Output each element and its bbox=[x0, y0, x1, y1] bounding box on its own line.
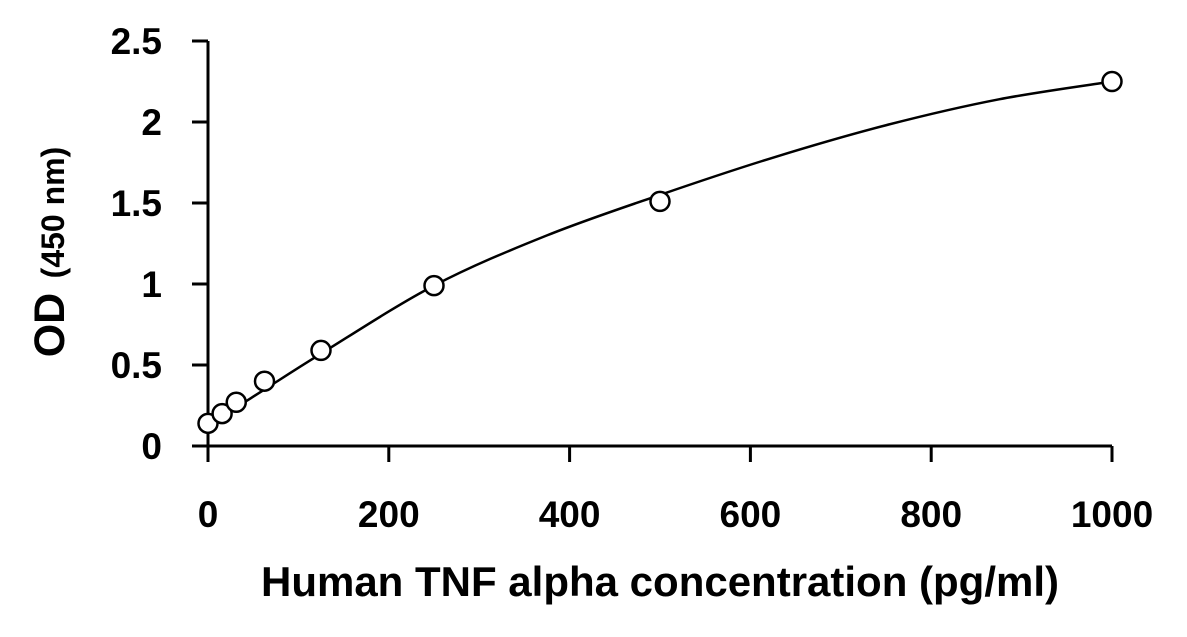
y-axis-title: OD (450 nm) bbox=[26, 147, 74, 358]
x-axis-title: Human TNF alpha concentration (pg/ml) bbox=[261, 558, 1059, 605]
x-tick-label: 0 bbox=[198, 494, 219, 535]
fit-curve-line bbox=[207, 80, 1113, 422]
y-tick-label: 2 bbox=[141, 102, 162, 143]
data-point bbox=[423, 274, 445, 297]
y-tick-label: 0.5 bbox=[111, 345, 162, 386]
data-point bbox=[253, 370, 276, 392]
x-tick-label: 600 bbox=[720, 494, 782, 535]
data-point bbox=[310, 339, 332, 362]
x-tick-label: 400 bbox=[539, 494, 601, 535]
y-tick-label: 2.5 bbox=[111, 21, 162, 62]
x-tick-label: 800 bbox=[900, 494, 962, 535]
svg-text:OD (450 nm): OD (450 nm) bbox=[26, 147, 74, 358]
fit-curve-layer bbox=[207, 80, 1113, 422]
y-axis-title-sub: (450 nm) bbox=[35, 147, 71, 279]
data-points-layer bbox=[197, 70, 1123, 435]
y-tick-label: 0 bbox=[141, 426, 162, 467]
y-tick-label: 1.5 bbox=[111, 183, 162, 224]
x-tick-label: 200 bbox=[358, 494, 420, 535]
axes-layer bbox=[206, 41, 1112, 448]
y-tick-label: 1 bbox=[141, 264, 162, 305]
data-point bbox=[211, 402, 233, 425]
y-axis-title-main: OD bbox=[26, 293, 74, 358]
data-point bbox=[1101, 70, 1123, 93]
data-point bbox=[649, 190, 671, 213]
ticks-layer: 0 0.5 1 1.5 2 2.5 0 200 400 600 800 1000 bbox=[111, 21, 1154, 535]
x-tick-label: 1000 bbox=[1071, 494, 1153, 535]
data-point bbox=[225, 391, 247, 414]
